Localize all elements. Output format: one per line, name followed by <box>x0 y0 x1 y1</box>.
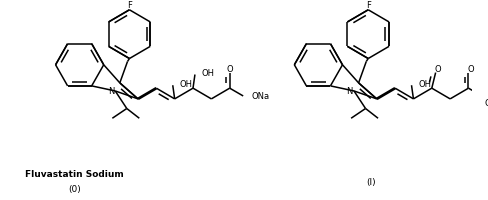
Text: O: O <box>226 64 233 73</box>
Text: Fluvastatin Sodium: Fluvastatin Sodium <box>25 170 124 179</box>
Text: N: N <box>346 87 352 96</box>
Text: O: O <box>484 98 488 107</box>
Text: O: O <box>466 64 473 73</box>
Text: F: F <box>127 1 132 10</box>
Text: ONa: ONa <box>251 92 269 101</box>
Text: F: F <box>365 1 370 10</box>
Text: (0): (0) <box>68 184 81 193</box>
Text: O: O <box>433 64 440 73</box>
Text: OH: OH <box>417 79 430 88</box>
Text: OH: OH <box>179 79 192 88</box>
Text: (I): (I) <box>366 177 375 186</box>
Text: N: N <box>107 87 114 96</box>
Text: OH: OH <box>201 69 214 78</box>
